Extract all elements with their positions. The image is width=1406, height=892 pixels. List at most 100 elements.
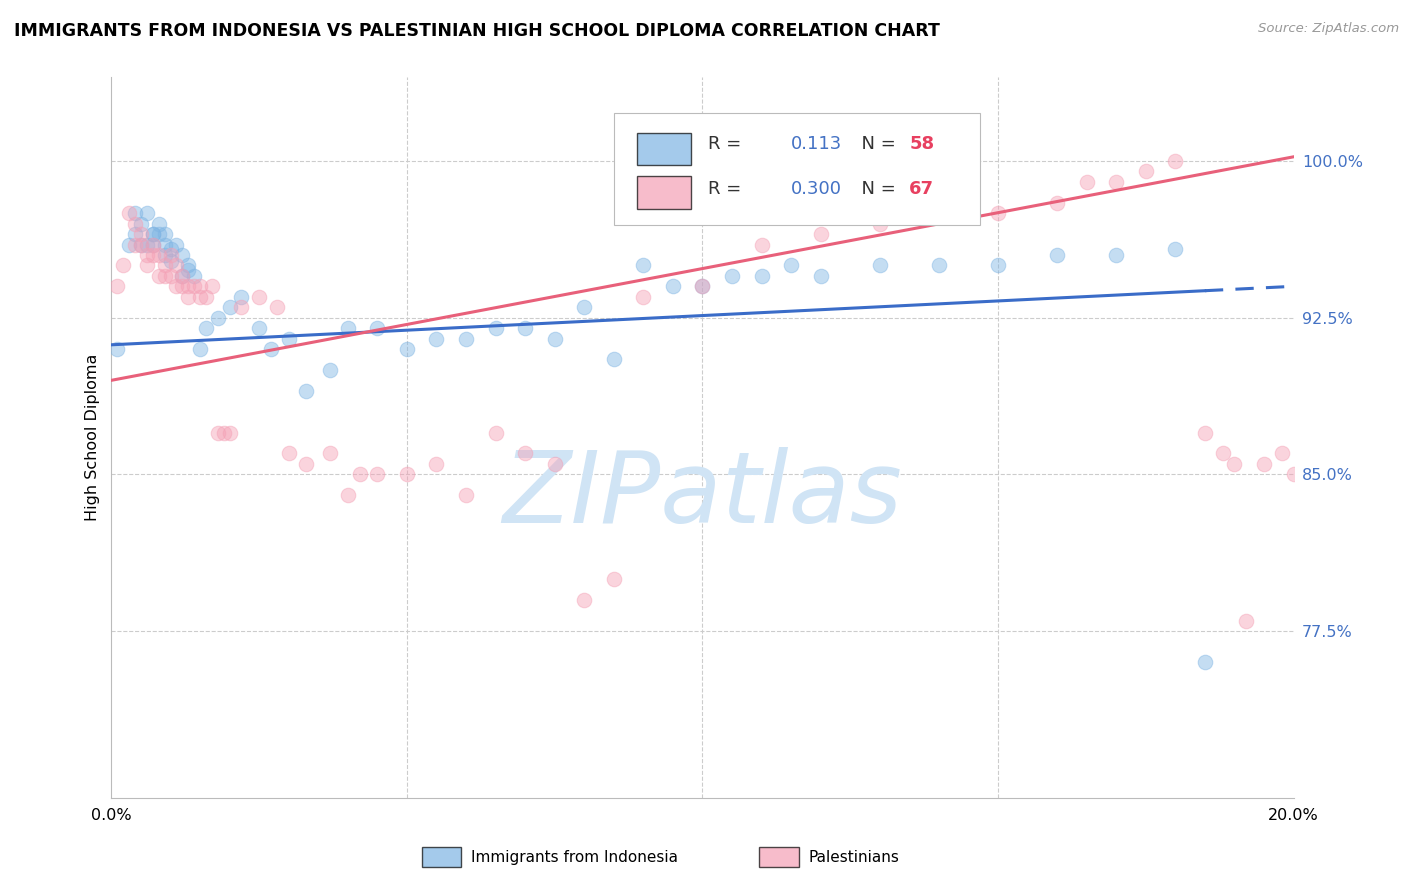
Point <box>135 259 157 273</box>
Text: 67: 67 <box>910 180 935 198</box>
Point <box>129 237 152 252</box>
Point <box>188 290 211 304</box>
Point <box>869 217 891 231</box>
Point <box>349 467 371 482</box>
FancyBboxPatch shape <box>637 133 690 165</box>
Point <box>135 237 157 252</box>
Point <box>1046 248 1069 262</box>
Point <box>1194 655 1216 669</box>
Point <box>195 290 218 304</box>
Point <box>260 342 283 356</box>
Y-axis label: High School Diploma: High School Diploma <box>86 354 100 522</box>
Point <box>319 446 342 460</box>
Point <box>1282 467 1305 482</box>
Point <box>633 259 655 273</box>
Point <box>603 352 626 367</box>
Point <box>129 237 152 252</box>
Point <box>987 206 1010 220</box>
Point <box>129 227 152 241</box>
Text: 0.113: 0.113 <box>792 135 842 153</box>
Point <box>188 279 211 293</box>
Point <box>153 227 176 241</box>
Point <box>105 342 128 356</box>
Point <box>118 206 141 220</box>
Point <box>1223 457 1246 471</box>
Point <box>177 259 200 273</box>
Point <box>454 332 477 346</box>
Point <box>366 467 388 482</box>
Point <box>172 268 194 283</box>
Point <box>207 310 229 325</box>
Point <box>277 332 299 346</box>
Point <box>515 446 537 460</box>
Point <box>148 268 170 283</box>
Point <box>135 206 157 220</box>
Point <box>124 206 146 220</box>
Point <box>780 259 803 273</box>
Point <box>1135 164 1157 178</box>
Point <box>336 321 359 335</box>
Point <box>148 248 170 262</box>
Point <box>172 248 194 262</box>
Point <box>928 259 950 273</box>
Point <box>484 425 506 440</box>
Point <box>135 248 157 262</box>
Point <box>159 254 181 268</box>
Point <box>231 290 253 304</box>
Point <box>177 279 200 293</box>
Point <box>425 457 447 471</box>
Point <box>172 279 194 293</box>
Point <box>928 206 950 220</box>
Point <box>183 268 205 283</box>
Point <box>247 290 270 304</box>
Point <box>574 300 596 314</box>
Point <box>1194 425 1216 440</box>
Point <box>366 321 388 335</box>
Point <box>207 425 229 440</box>
Point <box>159 268 181 283</box>
Point <box>1164 153 1187 168</box>
Point <box>425 332 447 346</box>
Point <box>142 237 165 252</box>
Point <box>810 227 832 241</box>
Point <box>124 217 146 231</box>
Point <box>603 572 626 586</box>
Point <box>212 425 235 440</box>
Point <box>987 259 1010 273</box>
Point <box>124 237 146 252</box>
Point <box>247 321 270 335</box>
Point <box>188 342 211 356</box>
Text: Palestinians: Palestinians <box>808 850 900 864</box>
Point <box>124 227 146 241</box>
Point <box>751 268 773 283</box>
Point <box>165 279 187 293</box>
Point <box>118 237 141 252</box>
Point <box>142 248 165 262</box>
Point <box>395 467 418 482</box>
Point <box>1234 614 1257 628</box>
Point <box>165 259 187 273</box>
Point <box>454 488 477 502</box>
Text: N =: N = <box>851 135 901 153</box>
Text: R =: R = <box>709 135 754 153</box>
Point <box>869 259 891 273</box>
Point <box>218 300 240 314</box>
Text: 58: 58 <box>910 135 935 153</box>
Point <box>1046 195 1069 210</box>
Point <box>662 279 685 293</box>
Point <box>277 446 299 460</box>
Point <box>153 237 176 252</box>
Point <box>1253 457 1275 471</box>
Point <box>544 332 567 346</box>
Point <box>153 248 176 262</box>
Point <box>142 227 165 241</box>
Point <box>159 248 181 262</box>
Text: N =: N = <box>851 180 901 198</box>
Point <box>153 259 176 273</box>
Point <box>218 425 240 440</box>
Point <box>159 242 181 256</box>
Point <box>1271 446 1294 460</box>
Point <box>721 268 744 283</box>
Point <box>153 268 176 283</box>
Point <box>201 279 224 293</box>
